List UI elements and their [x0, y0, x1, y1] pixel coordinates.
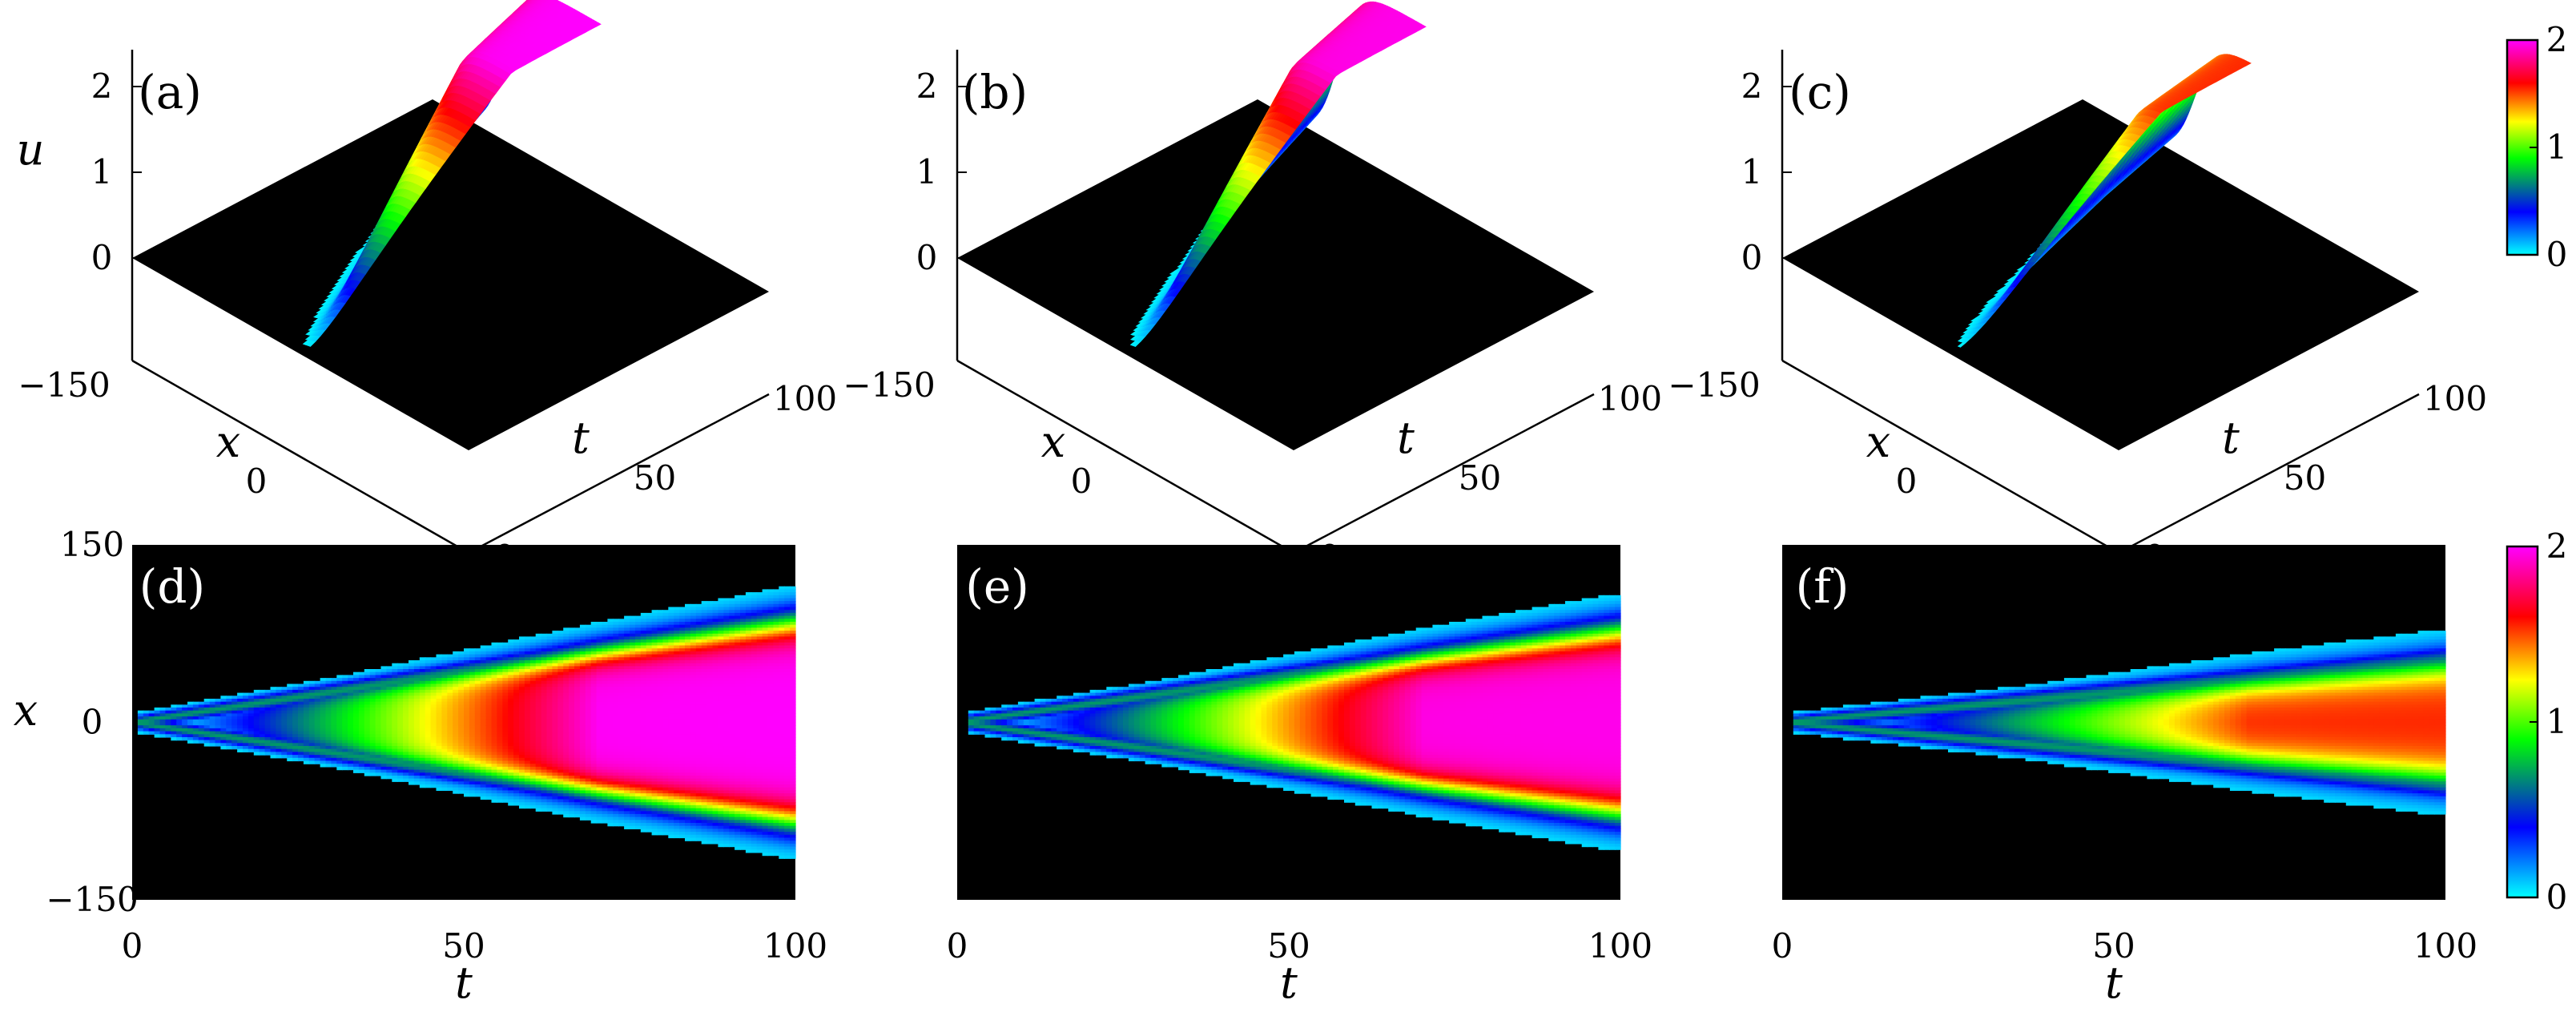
x-tick-label: 0: [1071, 462, 1093, 501]
surface-panel-b: 012−1500150x050100t(b): [843, 1, 1662, 597]
x-tick-label: −150: [843, 365, 935, 405]
surface-panel-c: 012−1500150x050100t(c): [1668, 50, 2487, 597]
u-tick-label: 0: [916, 238, 938, 277]
t-tick-label: 50: [634, 458, 676, 498]
x-axis-label: x: [1041, 417, 1065, 467]
x-axis-label: x: [216, 417, 240, 467]
surface-base: [1782, 99, 2419, 450]
t-tick-label: 100: [1598, 379, 1662, 418]
u-tick-label: 1: [91, 152, 113, 192]
t-axis-label: t: [1397, 413, 1415, 463]
u-tick-label: 1: [916, 152, 938, 192]
u-tick-label: 0: [91, 238, 113, 277]
surface-base: [132, 99, 769, 450]
t-axis-label: t: [572, 413, 590, 463]
surface-panels: 012u−1500150x050100t(a)012−1500150x05010…: [17, 0, 2487, 597]
t-tick-label: 50: [1459, 458, 1501, 498]
u-tick-label: 2: [91, 67, 113, 106]
u-axis-label: u: [17, 124, 45, 175]
panel-label: (b): [962, 65, 1028, 119]
x-tick-label: 0: [246, 462, 268, 501]
x-tick-label: −150: [18, 365, 110, 405]
panel-label: (a): [138, 65, 202, 119]
u-tick-label: 2: [916, 67, 938, 106]
t-tick-label: 100: [773, 379, 837, 418]
